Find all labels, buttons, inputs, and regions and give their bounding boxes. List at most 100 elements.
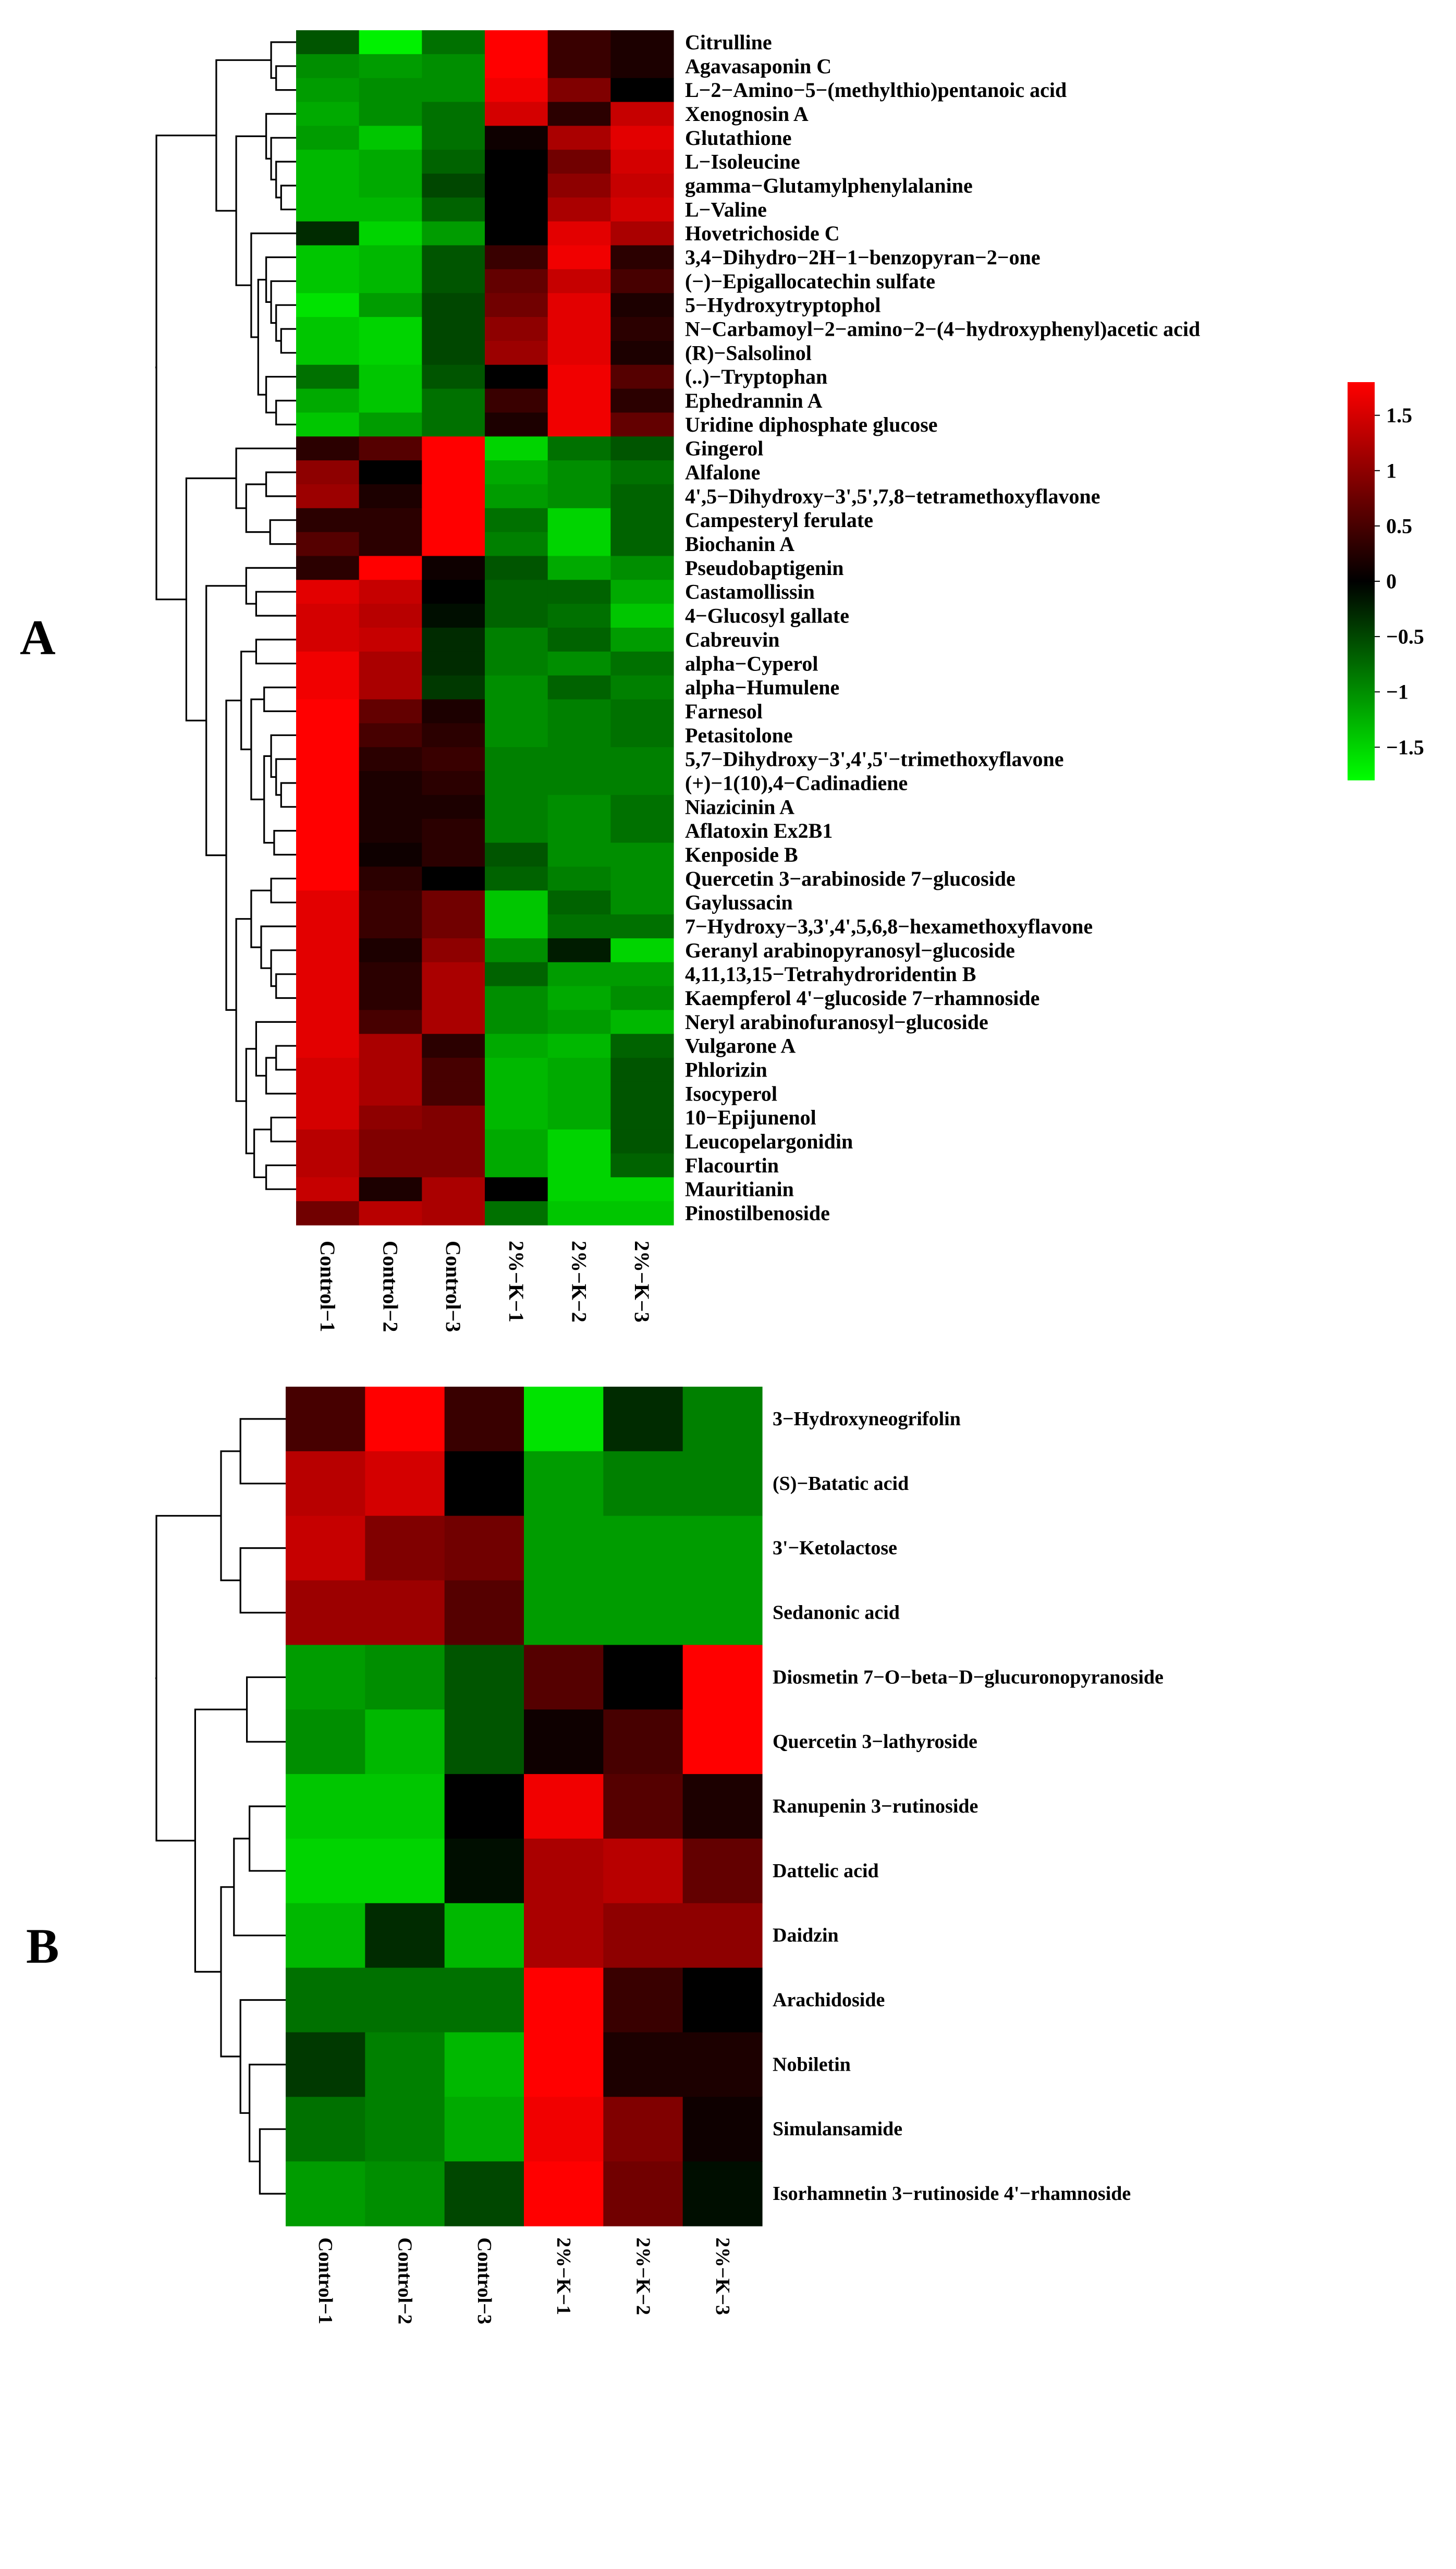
heatmap-cell-campesteryl-ferulate-2 bbox=[359, 508, 422, 533]
heatmap-cell-ephedrannin-a-6 bbox=[610, 388, 674, 413]
row-label-neryl-arabinofuranosyl-glucoside: Neryl arabinofuranosyl−glucoside bbox=[685, 1010, 988, 1034]
heatmap-cell-r-salsolinol-1 bbox=[296, 340, 360, 365]
heatmap-cell-petasitolone-3 bbox=[422, 723, 485, 748]
heatmap-cell-7-hydroxy-3-3-4-5-6-8-hexamethoxyflavone-5 bbox=[547, 914, 611, 939]
heatmap-cell-arachidoside-4 bbox=[524, 1967, 604, 2033]
row-label-10-epijunenol: 10−Epijunenol bbox=[685, 1106, 816, 1129]
column-label-2-k-2: 2%−K−2 bbox=[632, 2237, 654, 2315]
heatmap-cell-farnesol-2 bbox=[359, 699, 422, 724]
dendrogram-branch bbox=[270, 734, 296, 778]
heatmap-cell-petasitolone-4 bbox=[485, 723, 548, 748]
row-label-l-valine: L−Valine bbox=[685, 198, 767, 221]
heatmap-cell-kenposide-b-6 bbox=[610, 842, 674, 867]
heatmap-cell-sedanonic-acid-1 bbox=[286, 1580, 365, 1645]
heatmap-cell-daidzin-4 bbox=[524, 1903, 604, 1968]
row-label-5-7-dihydroxy-3-4-5-trimethoxyflavone: 5,7−Dihydroxy−3',4',5'−trimethoxyflavone bbox=[685, 748, 1064, 771]
heatmap-cell-sedanonic-acid-5 bbox=[603, 1580, 683, 1645]
heatmap-cell-xenognosin-a-1 bbox=[296, 102, 360, 126]
row-label-3-hydroxyneogrifolin: 3−Hydroxyneogrifolin bbox=[773, 1408, 961, 1430]
heatmap-cell-uridine-diphosphate-glucose-6 bbox=[610, 412, 674, 437]
heatmap-cell-sedanonic-acid-6 bbox=[682, 1580, 763, 1645]
heatmap-cell-s-batatic-acid-5 bbox=[603, 1451, 683, 1516]
row-label-3-4-dihydro-2h-1-benzopyran-2-one: 3,4−Dihydro−2H−1−benzopyran−2−one bbox=[685, 246, 1041, 269]
heatmap-cell-4-5-dihydroxy-3-5-7-8-tetramethoxyflavone-6 bbox=[610, 484, 674, 509]
dendrogram-branch bbox=[275, 65, 296, 91]
heatmap-cell-farnesol-5 bbox=[547, 699, 611, 724]
row-label-castamollissin: Castamollissin bbox=[685, 580, 815, 604]
heatmap-cell-phlorizin-2 bbox=[359, 1058, 422, 1082]
heatmap-cell-glutathione-3 bbox=[422, 126, 485, 150]
heatmap-cell-l-isoleucine-1 bbox=[296, 150, 360, 174]
dendrogram-branch bbox=[260, 925, 296, 969]
heatmap-cell-3-ketolactose-4 bbox=[524, 1515, 604, 1581]
heatmap-cell-arachidoside-2 bbox=[365, 1967, 445, 2033]
row-label-petasitolone: Petasitolone bbox=[685, 724, 793, 747]
row-label-kaempferol-4-glucoside-7-rhamnoside: Kaempferol 4'−glucoside 7−rhamnoside bbox=[685, 986, 1039, 1010]
heatmap-cell-quercetin-3-lathyroside-5 bbox=[603, 1709, 683, 1775]
dendrogram-branch bbox=[270, 1117, 296, 1143]
heatmap-cell-4-glucosyl-gallate-1 bbox=[296, 604, 360, 628]
heatmap-cell-leucopelargonidin-2 bbox=[359, 1129, 422, 1154]
heatmap-cell-gamma-glutamylphenylalanine-5 bbox=[547, 174, 611, 198]
row-label-quercetin-3-arabinoside-7-glucoside: Quercetin 3−arabinoside 7−glucoside bbox=[685, 867, 1015, 890]
heatmap-cell-alfalone-6 bbox=[610, 460, 674, 485]
heatmap-cell-nobiletin-5 bbox=[603, 2032, 683, 2097]
heatmap-cell-pinostilbenoside-1 bbox=[296, 1201, 360, 1226]
heatmap-cell-s-batatic-acid-3 bbox=[444, 1451, 524, 1516]
column-label-control-3: Control−3 bbox=[442, 1241, 465, 1332]
heatmap-cell-phlorizin-6 bbox=[610, 1058, 674, 1082]
heatmap-cell-tryptophan-3 bbox=[422, 364, 485, 389]
heatmap-cell-kenposide-b-1 bbox=[296, 842, 360, 867]
heatmap-cell-pinostilbenoside-4 bbox=[485, 1201, 548, 1226]
dendrogram-branch bbox=[270, 137, 296, 181]
row-label-flacourtin: Flacourtin bbox=[685, 1154, 779, 1177]
heatmap-cell-cabreuvin-2 bbox=[359, 628, 422, 652]
heatmap-cell-dattelic-acid-3 bbox=[444, 1838, 524, 1904]
heatmap-cell-1-10-4-cadinadiene-4 bbox=[485, 771, 548, 796]
heatmap-cell-pseudobaptigenin-5 bbox=[547, 556, 611, 580]
row-label-gamma-glutamylphenylalanine: gamma−Glutamylphenylalanine bbox=[685, 174, 973, 197]
heatmap-cell-aflatoxin-ex2b1-1 bbox=[296, 818, 360, 843]
heatmap-cell-dattelic-acid-5 bbox=[603, 1838, 683, 1904]
panel-label-a: A bbox=[20, 610, 56, 665]
heatmap-cell-geranyl-arabinopyranosyl-glucoside-1 bbox=[296, 938, 360, 963]
dendrogram-branch bbox=[220, 1450, 241, 1582]
heatmap-cell-l-valine-6 bbox=[610, 197, 674, 222]
heatmap-cell-4-5-dihydroxy-3-5-7-8-tetramethoxyflavone-1 bbox=[296, 484, 360, 509]
heatmap-cell-flacourtin-2 bbox=[359, 1153, 422, 1178]
heatmap-cell-alpha-cyperol-4 bbox=[485, 651, 548, 676]
heatmap-cell-5-7-dihydroxy-3-4-5-trimethoxyflavone-4 bbox=[485, 747, 548, 772]
row-label-epigallocatechin-sulfate: (−)−Epigallocatechin sulfate bbox=[685, 270, 935, 293]
heatmap-cell-l-2-amino-5-methylthio-pentanoic-acid-1 bbox=[296, 78, 360, 103]
heatmap-cell-vulgarone-a-4 bbox=[485, 1034, 548, 1058]
column-label-2-k-1: 2%−K−1 bbox=[505, 1241, 528, 1323]
heatmap-cell-castamollissin-3 bbox=[422, 580, 485, 604]
heatmap-cell-ranupenin-3-rutinoside-3 bbox=[444, 1774, 524, 1839]
heatmap-cell-biochanin-a-2 bbox=[359, 532, 422, 557]
heatmap-cell-3-hydroxyneogrifolin-6 bbox=[682, 1387, 763, 1452]
heatmap-cell-1-10-4-cadinadiene-1 bbox=[296, 771, 360, 796]
dendrogram-branch bbox=[246, 1676, 286, 1743]
heatmap-cell-l-2-amino-5-methylthio-pentanoic-acid-2 bbox=[359, 78, 422, 103]
column-label-control-1: Control−1 bbox=[316, 1241, 339, 1332]
heatmap-cell-alpha-humulene-6 bbox=[610, 675, 674, 700]
heatmap-cell-tryptophan-5 bbox=[547, 364, 611, 389]
heatmap-cell-biochanin-a-1 bbox=[296, 532, 360, 557]
heatmap-cell-daidzin-6 bbox=[682, 1903, 763, 1968]
heatmap-cell-quercetin-3-lathyroside-3 bbox=[444, 1709, 524, 1775]
heatmap-cell-aflatoxin-ex2b1-5 bbox=[547, 818, 611, 843]
heatmap-cell-biochanin-a-5 bbox=[547, 532, 611, 557]
dendrogram-branch bbox=[265, 1164, 296, 1190]
row-label-ephedrannin-a: Ephedrannin A bbox=[685, 389, 823, 412]
heatmap-cell-cabreuvin-3 bbox=[422, 628, 485, 652]
heatmap-cell-glutathione-6 bbox=[610, 126, 674, 150]
heatmap-cell-nobiletin-6 bbox=[682, 2032, 763, 2097]
heatmap-cell-simulansamide-6 bbox=[682, 2097, 763, 2162]
heatmap-cell-r-salsolinol-5 bbox=[547, 340, 611, 365]
row-label-isocyperol: Isocyperol bbox=[685, 1082, 777, 1105]
heatmap-cell-pinostilbenoside-2 bbox=[359, 1201, 422, 1226]
heatmap-cell-10-epijunenol-1 bbox=[296, 1105, 360, 1130]
dendrogram-branch bbox=[280, 185, 296, 211]
heatmap-cell-alfalone-4 bbox=[485, 460, 548, 485]
dendrogram-branch bbox=[257, 278, 266, 396]
